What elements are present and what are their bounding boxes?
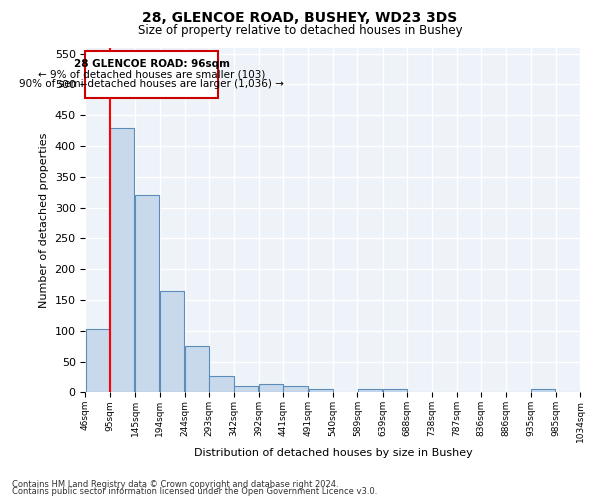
- Y-axis label: Number of detached properties: Number of detached properties: [39, 132, 49, 308]
- Bar: [135, 194, 160, 392]
- Text: ← 9% of detached houses are smaller (103): ← 9% of detached houses are smaller (103…: [38, 69, 265, 79]
- Bar: [110, 128, 134, 392]
- Bar: [358, 388, 382, 392]
- Bar: [259, 384, 283, 392]
- Bar: [308, 389, 333, 392]
- Text: 28 GLENCOE ROAD: 96sqm: 28 GLENCOE ROAD: 96sqm: [74, 59, 230, 69]
- Bar: [234, 386, 258, 392]
- Text: Contains public sector information licensed under the Open Government Licence v3: Contains public sector information licen…: [12, 487, 377, 496]
- Text: Size of property relative to detached houses in Bushey: Size of property relative to detached ho…: [137, 24, 463, 37]
- Bar: [160, 292, 184, 392]
- Text: 90% of semi-detached houses are larger (1,036) →: 90% of semi-detached houses are larger (…: [19, 79, 284, 89]
- FancyBboxPatch shape: [85, 50, 218, 98]
- Bar: [531, 389, 555, 392]
- Bar: [383, 388, 407, 392]
- Text: 28, GLENCOE ROAD, BUSHEY, WD23 3DS: 28, GLENCOE ROAD, BUSHEY, WD23 3DS: [142, 11, 458, 25]
- Bar: [185, 346, 209, 393]
- X-axis label: Distribution of detached houses by size in Bushey: Distribution of detached houses by size …: [194, 448, 473, 458]
- Bar: [209, 376, 233, 392]
- Bar: [86, 329, 110, 392]
- Bar: [283, 386, 308, 392]
- Text: Contains HM Land Registry data © Crown copyright and database right 2024.: Contains HM Land Registry data © Crown c…: [12, 480, 338, 489]
